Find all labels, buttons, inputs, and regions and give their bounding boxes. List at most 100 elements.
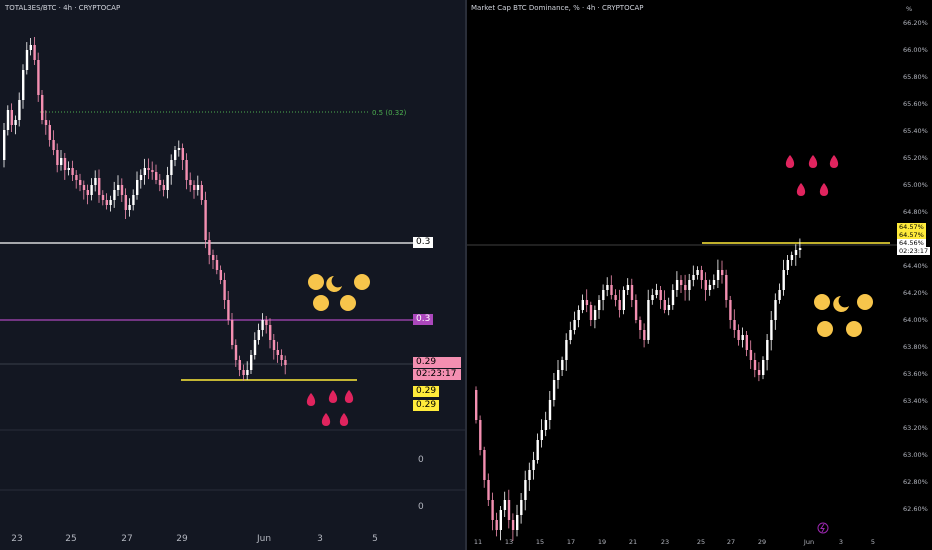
x-axis-tick-label: 21 <box>629 538 637 546</box>
candle-body <box>733 320 736 330</box>
sun-emoji <box>340 295 356 311</box>
candle-body <box>257 330 260 340</box>
candle-body <box>67 168 70 170</box>
candle-body <box>22 70 25 100</box>
candle-body <box>626 285 630 290</box>
price-label-1: 64.57% <box>897 223 926 231</box>
candle-body <box>136 180 139 195</box>
candle-body <box>177 148 181 150</box>
blood-drop-emoji <box>819 183 829 196</box>
candle-body <box>643 330 646 340</box>
candle-body <box>503 500 507 510</box>
candle-body <box>90 185 93 195</box>
x-axis-tick-label: 13 <box>505 538 513 546</box>
left-chart-pane[interactable]: TOTAL3ES/BTC · 4h · CRYPTOCAP 0.5 (0.32)… <box>0 0 465 550</box>
candle-body <box>663 300 666 310</box>
right-chart-pane[interactable]: Market Cap BTC Dominance, % · 4h · CRYPT… <box>467 0 932 550</box>
candle-body <box>124 195 127 210</box>
candle-body <box>82 185 86 190</box>
candle-body <box>79 180 82 185</box>
blood-drop-emoji <box>829 155 839 168</box>
candle-body <box>94 178 97 185</box>
candle-body <box>786 260 789 270</box>
candle-body <box>704 280 707 290</box>
x-axis-tick-label: 17 <box>567 538 575 546</box>
candle-body <box>204 200 207 240</box>
candle-body <box>696 270 699 275</box>
candle-body <box>105 200 108 205</box>
yellow-level-label-1: 0.29 <box>413 386 440 397</box>
candle-body <box>3 130 6 160</box>
pane-divider[interactable] <box>465 0 467 550</box>
candle-body <box>618 300 621 310</box>
candle-body <box>212 255 215 260</box>
y-axis-tick-label: 65.20% <box>903 154 928 162</box>
candle-body <box>227 300 230 320</box>
candle-body <box>757 370 761 375</box>
y-axis-unit: % <box>906 5 912 13</box>
candle-body <box>37 60 40 95</box>
event-marker-icon <box>817 522 829 534</box>
candle-body <box>634 300 638 320</box>
candle-body <box>544 420 548 430</box>
fib-level-text: 0.5 (0.32) <box>372 109 407 117</box>
candle-body <box>41 95 44 120</box>
x-axis-tick-label: 5 <box>871 538 875 546</box>
left-chart-canvas[interactable]: 0.5 (0.32) 23 25 27 29 Jun 3 5 <box>0 0 465 550</box>
candle-body <box>524 480 527 500</box>
candle-body <box>48 125 51 140</box>
sun-emoji <box>308 274 324 290</box>
candle-body <box>162 185 165 190</box>
candle-body <box>170 160 173 175</box>
x-axis-tick-label: Jun <box>256 534 271 544</box>
y-axis-tick-label: 64.00% <box>903 316 928 324</box>
x-axis-tick-label: 27 <box>727 538 735 546</box>
candle-body <box>234 345 238 360</box>
candle-body <box>52 140 55 150</box>
y-axis-tick-label: 63.40% <box>903 397 928 405</box>
candle-body <box>109 200 112 205</box>
x-axis-tick-label: 5 <box>372 534 378 544</box>
candle-body <box>762 360 765 375</box>
sun-emoji <box>857 294 873 310</box>
candle-body <box>540 430 543 440</box>
candle-body <box>712 280 716 285</box>
x-axis-tick-label: 11 <box>474 538 482 546</box>
sun-emoji <box>313 295 329 311</box>
candle-body <box>639 320 642 330</box>
candle-body <box>132 195 135 205</box>
candle-body <box>238 360 241 370</box>
candle-body <box>44 120 48 125</box>
candle-body <box>593 310 597 320</box>
candle-body <box>246 370 249 375</box>
candle-body <box>622 290 625 310</box>
candle-body <box>151 170 154 172</box>
candle-body <box>166 175 169 190</box>
candle-body <box>475 390 478 420</box>
candle-body <box>491 500 494 520</box>
candle-body <box>798 248 802 250</box>
candle-body <box>610 285 613 295</box>
candle-body <box>721 270 724 275</box>
y-axis-tick-label: 62.60% <box>903 505 928 513</box>
candle-body <box>778 290 781 300</box>
candle-body <box>671 290 675 305</box>
candle-body <box>193 185 196 190</box>
y-axis-tick-label: 63.00% <box>903 451 928 459</box>
candle-body <box>101 195 105 200</box>
x-axis-tick-label: 27 <box>121 534 132 544</box>
candle-body <box>692 275 695 280</box>
y-axis-tick-label: 64.20% <box>903 289 928 297</box>
candle-body <box>675 280 679 290</box>
x-axis-tick-label: 3 <box>317 534 323 544</box>
blood-drop-emoji <box>321 413 331 426</box>
candle-body <box>117 185 120 190</box>
right-chart-canvas[interactable]: 66.20% 66.00% 65.80% 65.60% 65.40% 65.20% 65.0… <box>467 0 932 550</box>
y-axis-tick-label: 65.80% <box>903 73 928 81</box>
candle-body <box>265 320 268 325</box>
x-axis-tick-label: 15 <box>536 538 544 546</box>
sun-emoji <box>817 321 833 337</box>
candle-body <box>585 300 589 305</box>
candle-body <box>33 45 36 60</box>
candle-body <box>630 285 634 300</box>
